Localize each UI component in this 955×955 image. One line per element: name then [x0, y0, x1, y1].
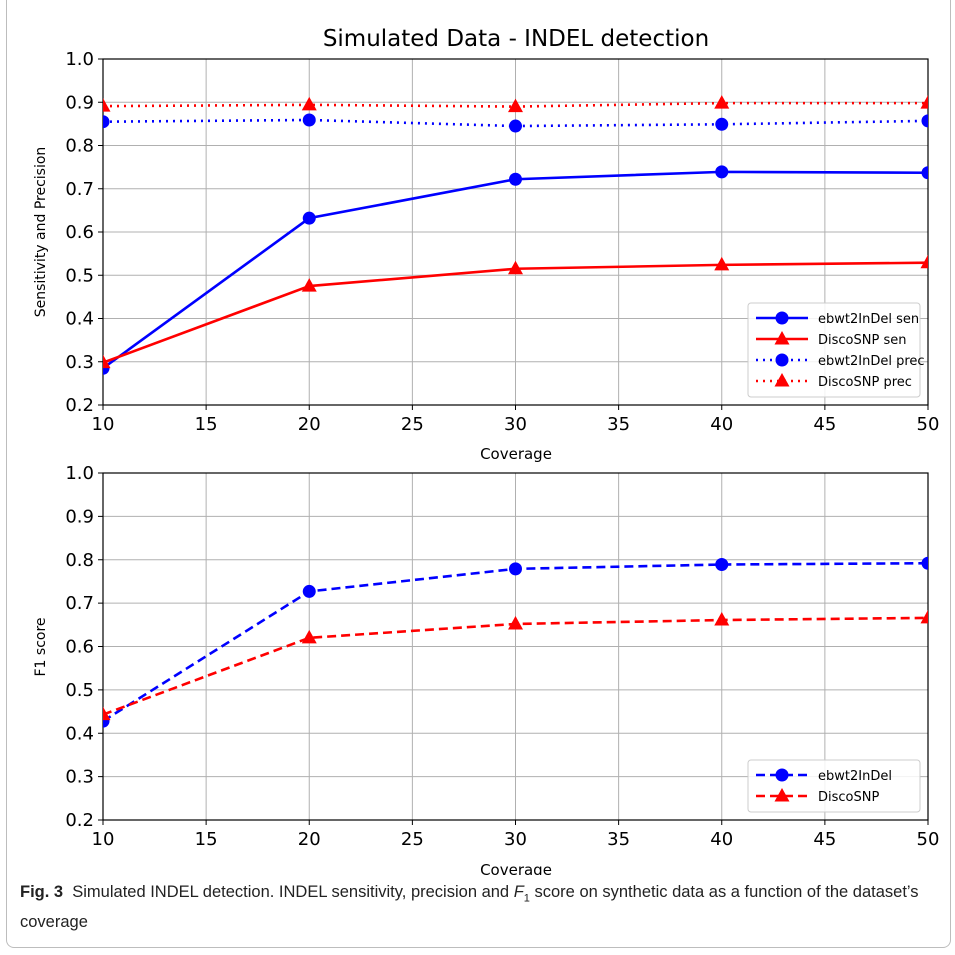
legend-label: ebwt2InDel prec	[818, 354, 925, 369]
series-group	[103, 556, 928, 728]
x-tick-label: 15	[195, 414, 218, 435]
y-tick-label: 0.2	[65, 810, 94, 831]
legend-box	[747, 302, 921, 398]
plot-sensitivity-precision: 10 15 20 25 30 35 40 45 50 0.2 0.3 0.4 0.5 0.6 0.7 0.8 0…	[65, 49, 939, 435]
x-tick-label: 40	[710, 414, 733, 435]
chart-title: Simulated Data - INDEL detection	[323, 26, 709, 52]
data-point	[508, 615, 523, 630]
legend-label: ebwt2InDel	[818, 769, 892, 784]
figure-frame	[6, 0, 951, 948]
y-tick-label: 0.6	[65, 222, 94, 243]
data-point	[715, 117, 729, 131]
y-tick-label: 0.3	[65, 767, 94, 788]
figure-caption: Fig. 3 Simulated INDEL detection. INDEL …	[20, 880, 945, 934]
x-tick-label: 20	[298, 829, 321, 850]
x-tick-label: 45	[813, 414, 836, 435]
data-point	[301, 96, 317, 111]
legend-marker	[775, 768, 789, 782]
x-tick-label: 30	[504, 829, 527, 850]
data-point	[302, 113, 316, 127]
data-point	[715, 165, 729, 179]
data-point	[302, 584, 316, 598]
xlabel-bottom: Coverage	[480, 861, 552, 875]
x-tick-label: 30	[504, 414, 527, 435]
x-tick-label: 50	[917, 414, 940, 435]
y-tick-label: 0.7	[65, 593, 94, 614]
plot-f1-score: 10 15 20 25 30 35 40 45 50 0.2 0.3 0.4 0.5 0.6 0.7 0.8 0…	[65, 463, 939, 850]
y-tick-label: 0.4	[65, 309, 94, 330]
data-point	[103, 706, 111, 721]
y-tick-label: 0.3	[65, 352, 94, 373]
x-tick-label: 25	[401, 829, 424, 850]
caption-label: Fig. 3	[20, 883, 64, 901]
data-point	[509, 119, 522, 133]
data-point	[509, 172, 522, 186]
data-point	[509, 562, 522, 576]
legend-marker	[775, 311, 789, 325]
data-point	[714, 256, 730, 271]
x-tick-label: 50	[917, 829, 940, 850]
x-tick-label: 10	[92, 829, 115, 850]
y-tick-label: 1.0	[65, 463, 94, 484]
data-point	[715, 558, 729, 572]
data-point	[508, 260, 523, 275]
data-point	[920, 254, 928, 269]
data-point	[921, 166, 928, 180]
legend-marker	[775, 353, 789, 367]
data-point	[103, 354, 111, 369]
y-tick-label: 0.9	[65, 506, 94, 527]
x-tick-label: 45	[813, 829, 836, 850]
y-tick-label: 0.9	[65, 92, 94, 113]
y-tick-label: 1.0	[65, 49, 94, 70]
data-point	[920, 609, 928, 624]
data-point	[301, 278, 317, 292]
y-tick-label: 0.8	[65, 550, 94, 571]
data-point	[714, 612, 730, 626]
y-tick-label: 0.5	[65, 265, 94, 286]
legend-marker	[774, 373, 790, 387]
y-tick-label: 0.8	[65, 136, 94, 157]
legend-marker	[774, 788, 790, 802]
data-point	[920, 95, 928, 109]
x-tick-label: 10	[92, 414, 115, 435]
data-point	[714, 95, 730, 109]
legend-marker	[774, 331, 790, 345]
series-line	[103, 101, 928, 108]
data-point	[103, 115, 110, 129]
x-tick-label: 20	[298, 414, 321, 435]
series-group	[103, 95, 928, 375]
data-point	[508, 98, 523, 113]
data-point	[921, 114, 928, 128]
legend-label: DiscoSNP sen	[818, 333, 906, 348]
legend-label: ebwt2InDel sen	[818, 312, 919, 327]
data-point	[302, 211, 316, 225]
y-tick-label: 0.6	[65, 637, 94, 658]
plot-frame	[102, 472, 929, 821]
ylabel-top: Sensitivity and Precision	[33, 147, 49, 318]
figure-svg: Simulated Data - INDEL detection 10 15 20 2…	[33, 26, 939, 875]
caption-f: F	[513, 883, 524, 901]
legend-label: DiscoSNP prec	[818, 375, 912, 390]
x-tick-label: 40	[710, 829, 733, 850]
legend-label: DiscoSNP	[818, 790, 879, 805]
plot-frame	[102, 58, 929, 406]
data-point	[921, 556, 928, 570]
y-tick-label: 0.4	[65, 723, 94, 744]
x-tick-label: 15	[195, 829, 218, 850]
data-point	[301, 629, 317, 644]
y-tick-label: 0.2	[65, 395, 94, 416]
y-tick-label: 0.5	[65, 680, 94, 701]
y-tick-label: 0.7	[65, 179, 94, 200]
xlabel-top: Coverage	[480, 445, 552, 463]
caption-text-1: Simulated INDEL detection. INDEL sensiti…	[72, 883, 514, 901]
x-tick-label: 25	[401, 414, 424, 435]
x-tick-label: 35	[607, 829, 630, 850]
x-tick-label: 35	[607, 414, 630, 435]
data-point	[103, 98, 111, 112]
ylabel-bottom: F1 score	[33, 617, 49, 676]
series-line	[103, 118, 928, 128]
caption-text-2: score on synthetic data as a function of…	[20, 883, 919, 932]
legend-box	[747, 759, 921, 813]
caption-subscript: 1	[523, 892, 530, 905]
